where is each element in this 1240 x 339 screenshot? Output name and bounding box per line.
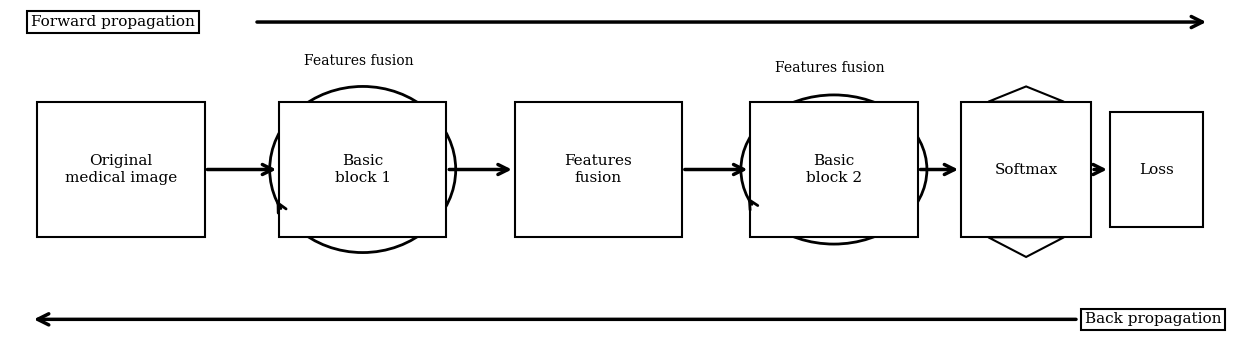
Text: Features
fusion: Features fusion	[564, 154, 632, 185]
Text: Loss: Loss	[1138, 162, 1174, 177]
Text: Forward propagation: Forward propagation	[31, 15, 195, 29]
Text: Original
medical image: Original medical image	[64, 154, 177, 185]
Bar	[515, 102, 682, 237]
Bar	[37, 102, 205, 237]
Text: Softmax: Softmax	[994, 162, 1058, 177]
Text: Basic
block 1: Basic block 1	[335, 154, 391, 185]
Text: Back propagation: Back propagation	[1085, 312, 1221, 326]
Polygon shape	[988, 86, 1064, 102]
Bar	[750, 102, 918, 237]
Text: Features fusion: Features fusion	[304, 54, 413, 68]
Polygon shape	[988, 237, 1064, 257]
Bar	[279, 102, 446, 237]
Text: Features fusion: Features fusion	[775, 61, 884, 75]
Text: Basic
block 2: Basic block 2	[806, 154, 862, 185]
Bar	[961, 102, 1091, 237]
Bar	[1110, 112, 1203, 227]
